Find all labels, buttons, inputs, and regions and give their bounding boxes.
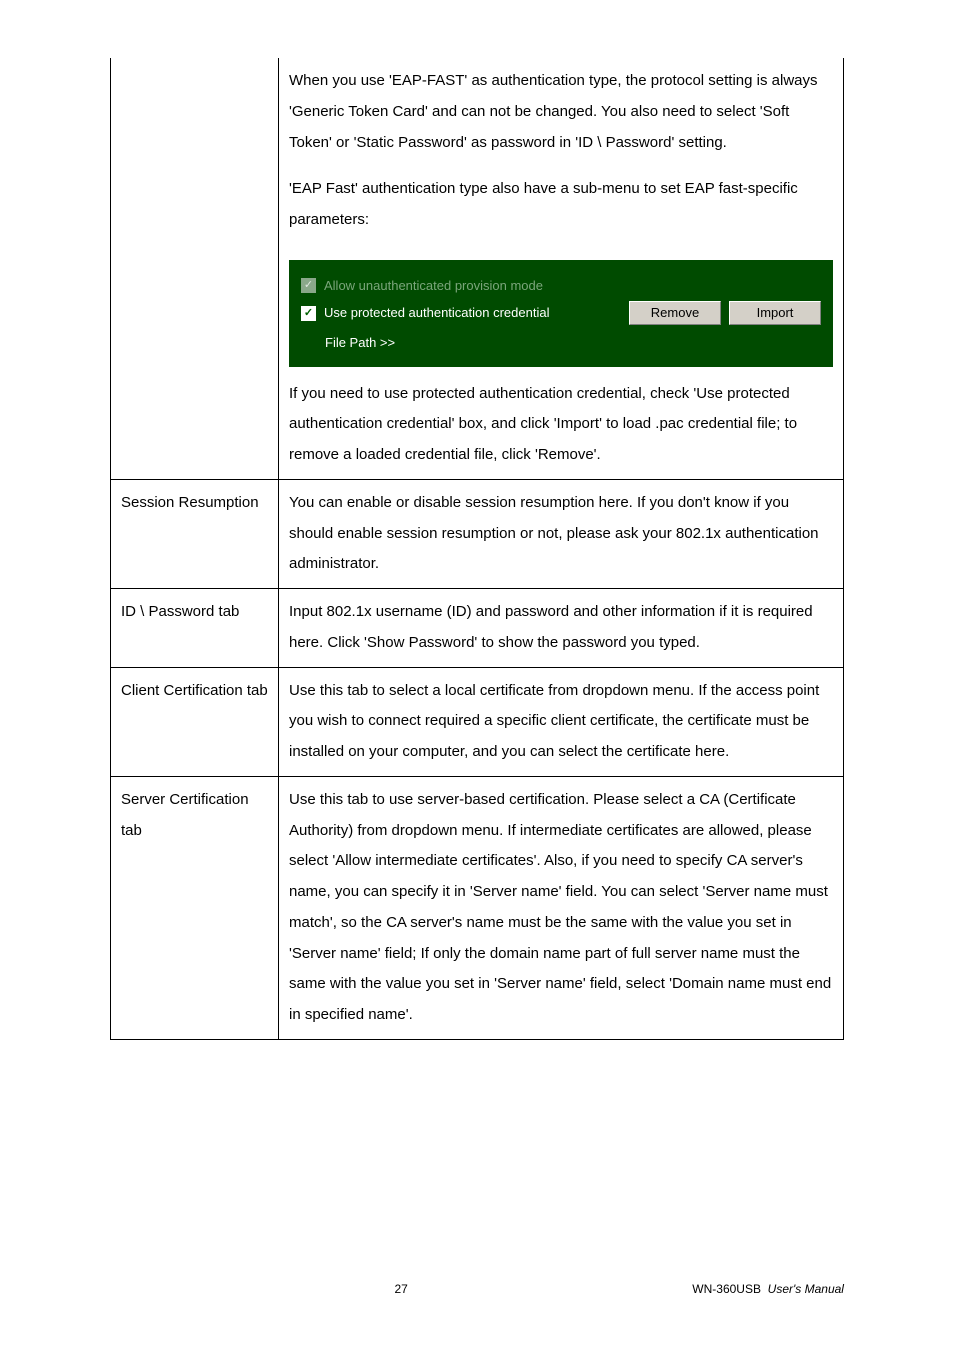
row-label: Server Certification tab: [111, 776, 279, 1039]
table-row: Session Resumption You can enable or dis…: [111, 479, 844, 588]
checkbox-allow-unauth-label: Allow unauthenticated provision mode: [324, 278, 543, 294]
row-label: Client Certification tab: [111, 667, 279, 776]
row-label: [111, 58, 279, 479]
row-label: ID \ Password tab: [111, 589, 279, 668]
file-path-label: File Path >>: [325, 335, 821, 351]
row-label: Session Resumption: [111, 479, 279, 588]
paragraph: 'EAP Fast' authentication type also have…: [289, 174, 833, 236]
row-content: Use this tab to select a local certifica…: [279, 667, 844, 776]
checkbox-use-protected-icon[interactable]: ✓: [301, 306, 316, 321]
row-content: When you use 'EAP-FAST' as authenticatio…: [279, 58, 844, 479]
settings-table: When you use 'EAP-FAST' as authenticatio…: [110, 58, 844, 1040]
table-row: Server Certification tab Use this tab to…: [111, 776, 844, 1039]
checkbox-use-protected-label: Use protected authentication credential: [324, 305, 549, 321]
eap-fast-submenu-screenshot: ✓ Allow unauthenticated provision mode ✓…: [289, 260, 833, 367]
table-row: ID \ Password tab Input 802.1x username …: [111, 589, 844, 668]
paragraph: When you use 'EAP-FAST' as authenticatio…: [289, 66, 833, 158]
remove-button[interactable]: Remove: [629, 301, 721, 325]
paragraph: If you need to use protected authenticat…: [289, 379, 833, 471]
page-footer: 27 WN-360USB User's Manual: [0, 1282, 954, 1296]
page-number: 27: [394, 1282, 407, 1296]
row-content: Use this tab to use server-based certifi…: [279, 776, 844, 1039]
row-content: Input 802.1x username (ID) and password …: [279, 589, 844, 668]
table-row: When you use 'EAP-FAST' as authenticatio…: [111, 58, 844, 479]
import-button[interactable]: Import: [729, 301, 821, 325]
table-row: Client Certification tab Use this tab to…: [111, 667, 844, 776]
row-content: You can enable or disable session resump…: [279, 479, 844, 588]
footer-manual: User's Manual: [768, 1282, 844, 1296]
footer-product: WN-360USB: [692, 1282, 761, 1296]
checkbox-allow-unauth-icon: ✓: [301, 278, 316, 293]
